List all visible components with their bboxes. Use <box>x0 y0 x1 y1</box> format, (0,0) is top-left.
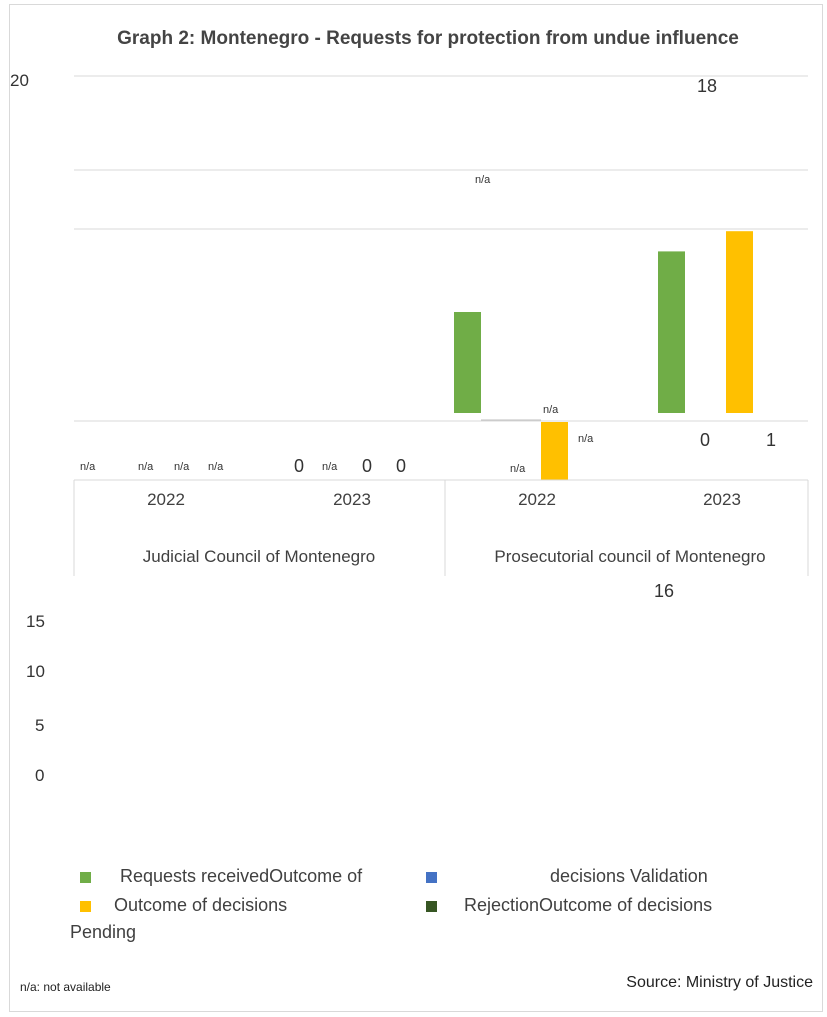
bar-requests-prosecutorial-2022 <box>454 312 481 413</box>
data-label: n/a <box>543 404 559 416</box>
group-label: Prosecutorial council of Montenegro <box>494 547 765 566</box>
data-label: n/a <box>80 461 96 473</box>
category-label: 2022 <box>147 490 185 509</box>
legend-swatch-requests <box>80 871 91 883</box>
data-label: n/a <box>174 461 190 473</box>
gridlines <box>74 75 808 422</box>
data-label: n/a <box>322 461 338 473</box>
legend-label-3: Pending <box>70 922 137 942</box>
chart-area: Graph 2: Montenegro - Requests for prote… <box>10 28 809 785</box>
data-label: 18 <box>697 76 717 96</box>
legend-swatch-pending <box>426 900 437 912</box>
bar-rejection-prosecutorial-2022-na <box>541 422 568 480</box>
bars <box>454 231 753 480</box>
category-axis: 2022 2023 2022 2023 Judicial Council of Mont… <box>73 479 809 576</box>
y-tick-label: 5 <box>35 716 44 735</box>
legend-label-2-right: RejectionOutcome of decisions <box>464 895 713 915</box>
source-note: Source: Ministry of Justice <box>626 974 813 991</box>
legend-swatch-rejection <box>80 900 91 912</box>
data-labels: n/a n/a n/a n/a 0 n/a 0 0 n/a n/a n/a n/a 0 1 18 16 <box>80 76 776 601</box>
chart-title: Graph 2: Montenegro - Requests for prote… <box>117 28 739 49</box>
legend-label-1-left: Requests receivedOutcome of <box>120 866 363 886</box>
chart-frame <box>9 4 823 1012</box>
legend-label-2-left: Outcome of decisions <box>114 895 288 915</box>
category-label: 2023 <box>703 490 741 509</box>
y-tick-label: 10 <box>26 662 45 681</box>
y-tick-label: 20 <box>10 71 29 90</box>
footnote: n/a: not available <box>20 980 111 994</box>
data-label: 1 <box>766 430 776 450</box>
data-label: n/a <box>138 461 154 473</box>
data-label: 0 <box>362 456 372 476</box>
y-tick-label: 0 <box>35 766 44 785</box>
group-label: Judicial Council of Montenegro <box>143 547 375 566</box>
data-label: n/a <box>510 463 526 475</box>
legend-swatch-validation <box>426 871 437 883</box>
legend-label-1-right: decisions Validation <box>550 866 708 886</box>
bar-requests-prosecutorial-2023 <box>658 251 685 413</box>
data-label: n/a <box>578 433 594 445</box>
data-label: 0 <box>294 456 304 476</box>
category-label: 2022 <box>518 490 556 509</box>
category-label: 2023 <box>333 490 371 509</box>
data-label: n/a <box>475 174 491 186</box>
data-label: 16 <box>654 581 674 601</box>
data-label: 0 <box>396 456 406 476</box>
y-axis-ticks: 20 15 10 5 0 <box>10 71 45 785</box>
data-label: n/a <box>208 461 224 473</box>
y-tick-label: 15 <box>26 612 45 631</box>
bar-rejection-prosecutorial-2023 <box>726 231 753 413</box>
data-label: 0 <box>700 430 710 450</box>
